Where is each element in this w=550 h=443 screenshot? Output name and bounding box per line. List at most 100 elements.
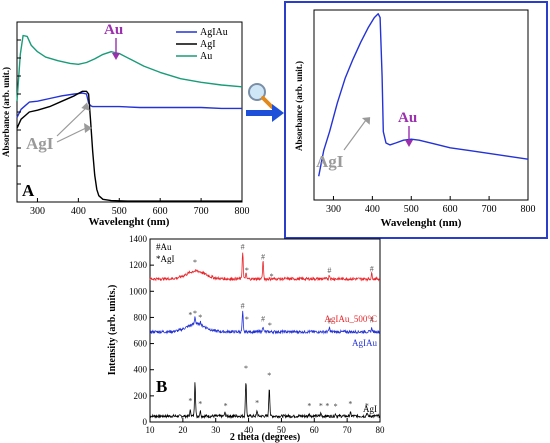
- x-tick-label: 80: [376, 425, 386, 435]
- xrd-series-agiau: [150, 310, 381, 335]
- panel-b: 10 20 30 40 50 60 70 80020040060080010001200140…: [107, 234, 385, 443]
- panel-zoom-au-arrowhead: [405, 140, 413, 147]
- panel-b-ticks: 10 20 30 40 50 60 70 80020040060080010001200140…: [129, 234, 385, 435]
- x-tick-label: 700: [482, 204, 497, 215]
- panel-b-xlabel: 2 theta (degrees): [230, 432, 300, 443]
- agi-peak-marker: *: [255, 399, 259, 408]
- agi-peak-marker: *: [193, 309, 197, 318]
- au-peak-marker: #: [327, 316, 331, 325]
- panel-zoom-xlabel: Wavelenght (nm): [381, 217, 462, 229]
- au-peak-marker: #: [261, 252, 265, 261]
- agi-peak-marker: *: [244, 364, 248, 373]
- xrd-series-agi: [149, 382, 381, 420]
- panel-b-series-lines: [149, 252, 381, 420]
- panel-zoom-series-lines: [318, 13, 529, 177]
- panel-a-letter: A: [22, 181, 35, 200]
- panel-b-ylabel: Intensity (arb. units.): [107, 285, 118, 376]
- agi-peak-marker: *: [267, 371, 271, 380]
- panel-zoom-frame: [313, 9, 529, 201]
- legend-label-agiau: AgIAu: [200, 27, 228, 38]
- y-tick-label: 1200: [129, 260, 148, 270]
- x-tick-label: 400: [71, 206, 86, 217]
- panel-zoom-agi-arrowhead: [361, 117, 371, 125]
- agi-peak-marker: *: [198, 313, 202, 322]
- panel-zoom: 300 400 500 600 700 800 Wavelenght (nm) Absor…: [284, 1, 548, 239]
- x-tick-label: 800: [235, 206, 250, 217]
- magnifier-icon: [248, 83, 274, 109]
- series-line-au: [16, 34, 243, 102]
- panel-a-agi-arrowhead-upper: [81, 102, 90, 111]
- panel-zoom-outer-frame: [284, 1, 548, 239]
- x-tick-label: 300: [326, 204, 341, 215]
- panel-b-legend-au: #Au: [156, 242, 172, 252]
- agi-peak-marker: *: [188, 397, 192, 406]
- x-tick-label: 30: [211, 425, 221, 435]
- x-tick-label: 40: [244, 425, 254, 435]
- agi-peak-marker: *: [245, 315, 249, 324]
- au-peak-marker: #: [370, 316, 374, 325]
- panel-a-agi-arrow-lower: [56, 127, 87, 143]
- y-tick-label: 1400: [129, 234, 148, 244]
- x-tick-label: 600: [153, 206, 168, 217]
- panel-a-agi-arrow-upper: [56, 107, 87, 137]
- y-tick-label: 600: [134, 339, 148, 349]
- agi-peak-marker: *: [270, 272, 274, 281]
- panel-b-legend-agi: *AgI: [156, 254, 175, 264]
- x-tick-label: 60: [310, 425, 320, 435]
- agi-peak-marker: *: [334, 402, 338, 411]
- y-tick-label: 200: [134, 391, 148, 401]
- panel-a-au-arrowhead: [112, 53, 120, 60]
- panel-b-series-label-agi: AgI: [363, 404, 377, 414]
- panel-a-ylabel: Absorbance (arb. unit.): [1, 67, 11, 157]
- agi-peak-marker: *: [188, 310, 192, 319]
- right-arrow-icon: [246, 104, 284, 122]
- y-tick-label: 800: [134, 312, 148, 322]
- panel-a-legend: AgIAu AgI Au: [176, 27, 228, 62]
- y-tick-label: 400: [134, 365, 148, 375]
- panel-zoom-ticks: 300 400 500 600 700 800: [326, 196, 536, 215]
- panel-zoom-ylabel: Absorbance (arb. unit.): [294, 61, 304, 151]
- agi-peak-marker: *: [268, 321, 272, 330]
- panel-a-ticks: 300 400 500 600 700 800: [17, 39, 250, 217]
- agi-peak-marker: *: [348, 399, 352, 408]
- x-tick-label: 700: [194, 206, 209, 217]
- agi-peak-marker: *: [365, 401, 369, 410]
- x-tick-label: 500: [404, 204, 419, 215]
- series-line-agiau: [16, 92, 242, 118]
- au-peak-marker: #: [261, 314, 265, 323]
- x-tick-label: 500: [112, 206, 127, 217]
- agi-peak-marker: *: [224, 401, 228, 410]
- x-tick-label: 50: [277, 425, 287, 435]
- agi-peak-marker: *: [325, 401, 329, 410]
- legend-label-au: Au: [200, 51, 212, 62]
- agi-peak-marker: *: [198, 399, 202, 408]
- panel-b-peak-markers: *#*#*# #* * *#* #*# #* * ***** * * * * *: [188, 242, 373, 410]
- au-peak-marker: #: [370, 265, 374, 274]
- au-peak-marker: #: [241, 301, 245, 310]
- panel-zoom-agi-arrow: [343, 119, 367, 151]
- legend-label-agi: AgI: [200, 39, 216, 50]
- agi-peak-marker: *: [193, 258, 197, 267]
- panel-a-xlabel: Wavelenght (nm): [89, 216, 170, 228]
- y-tick-label: 0: [143, 417, 148, 427]
- agi-peak-marker: *: [245, 266, 249, 275]
- panel-zoom-au-label: Au: [398, 110, 417, 126]
- panel-b-series-label-annealed: AgIAu_500°C: [324, 314, 377, 324]
- au-peak-marker: #: [327, 266, 331, 275]
- panel-zoom-agi-label: AgI: [316, 152, 344, 171]
- x-tick-label: 10: [146, 425, 156, 435]
- x-tick-label: 800: [521, 204, 536, 215]
- x-tick-label: 600: [443, 204, 458, 215]
- x-tick-label: 20: [178, 425, 188, 435]
- agi-peak-marker: *: [319, 401, 323, 410]
- agi-peak-marker: *: [307, 401, 311, 410]
- xrd-series-agiau-500-c: [149, 252, 381, 282]
- panel-a: 300 400 500 600 700 800 Wavelenght (nm) Absor…: [1, 21, 250, 228]
- panel-b-letter: B: [156, 377, 167, 396]
- panel-a-au-label: Au: [104, 22, 123, 38]
- y-tick-label: 1000: [129, 286, 148, 296]
- au-peak-marker: #: [241, 242, 245, 251]
- x-tick-label: 300: [30, 206, 45, 217]
- series-line-spectrum: [318, 13, 529, 177]
